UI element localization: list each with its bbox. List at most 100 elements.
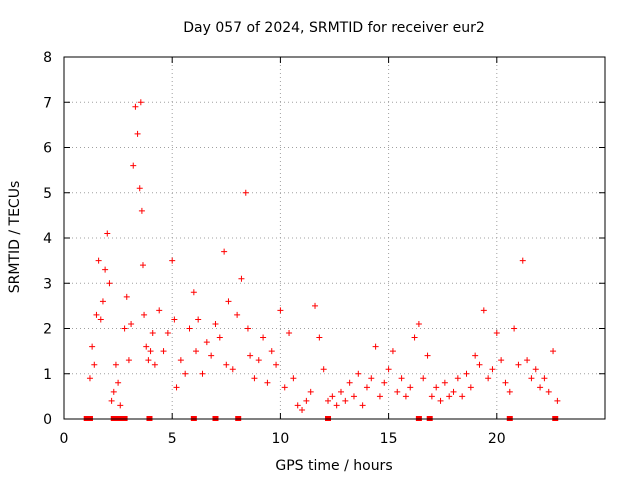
data-point bbox=[363, 384, 370, 391]
data-point bbox=[195, 316, 202, 323]
data-point bbox=[223, 361, 230, 368]
data-point bbox=[106, 280, 113, 287]
data-point bbox=[132, 103, 139, 110]
data-point bbox=[489, 366, 496, 373]
data-point bbox=[312, 302, 319, 309]
data-point bbox=[424, 352, 431, 359]
data-point bbox=[273, 361, 280, 368]
x-tick-label: 15 bbox=[380, 431, 398, 447]
data-point bbox=[476, 361, 483, 368]
data-point bbox=[472, 352, 479, 359]
y-tick-label: 2 bbox=[43, 322, 52, 338]
data-point bbox=[182, 370, 189, 377]
data-point bbox=[350, 393, 357, 400]
data-point bbox=[186, 325, 193, 332]
data-point bbox=[454, 375, 461, 382]
data-point bbox=[372, 343, 379, 350]
data-point bbox=[115, 379, 122, 386]
data-point bbox=[102, 266, 109, 273]
data-point bbox=[359, 402, 366, 409]
data-point bbox=[171, 316, 178, 323]
data-point bbox=[281, 384, 288, 391]
data-point bbox=[389, 348, 396, 355]
y-tick-label: 0 bbox=[43, 412, 52, 428]
data-point bbox=[441, 379, 448, 386]
data-point bbox=[463, 370, 470, 377]
data-point bbox=[238, 275, 245, 282]
data-point bbox=[95, 257, 102, 264]
data-point bbox=[290, 375, 297, 382]
data-point bbox=[528, 375, 535, 382]
data-point bbox=[537, 384, 544, 391]
data-point bbox=[128, 320, 135, 327]
data-point bbox=[480, 307, 487, 314]
data-point bbox=[225, 298, 232, 305]
data-point bbox=[247, 352, 254, 359]
data-point bbox=[446, 393, 453, 400]
data-point bbox=[108, 397, 115, 404]
data-point bbox=[498, 357, 505, 364]
data-point bbox=[459, 393, 466, 400]
data-point bbox=[485, 375, 492, 382]
y-tick-label: 8 bbox=[43, 50, 52, 66]
data-point bbox=[303, 397, 310, 404]
data-point bbox=[104, 230, 111, 237]
data-point bbox=[519, 257, 526, 264]
data-point bbox=[355, 370, 362, 377]
data-point bbox=[411, 334, 418, 341]
data-point bbox=[134, 130, 141, 137]
data-point bbox=[333, 402, 340, 409]
data-point bbox=[554, 397, 561, 404]
data-point bbox=[398, 375, 405, 382]
data-point bbox=[532, 366, 539, 373]
data-point bbox=[244, 325, 251, 332]
data-point bbox=[234, 311, 241, 318]
data-point bbox=[208, 352, 215, 359]
y-tick-label: 5 bbox=[43, 186, 52, 202]
data-point bbox=[325, 397, 332, 404]
data-point bbox=[216, 334, 223, 341]
data-point bbox=[493, 330, 500, 337]
data-point bbox=[420, 375, 427, 382]
data-point bbox=[329, 393, 336, 400]
data-point bbox=[173, 384, 180, 391]
data-point bbox=[242, 189, 249, 196]
x-tick-label: 20 bbox=[488, 431, 506, 447]
data-point bbox=[143, 343, 150, 350]
data-point bbox=[110, 388, 117, 395]
data-point bbox=[229, 366, 236, 373]
y-tick-label: 7 bbox=[43, 95, 52, 111]
y-tick-label: 4 bbox=[43, 231, 52, 247]
data-point bbox=[93, 311, 100, 318]
data-point bbox=[255, 357, 262, 364]
data-point bbox=[342, 397, 349, 404]
y-tick-label: 6 bbox=[43, 141, 52, 157]
data-point bbox=[541, 375, 548, 382]
data-point bbox=[145, 357, 152, 364]
data-point bbox=[506, 388, 513, 395]
data-point bbox=[402, 393, 409, 400]
data-point bbox=[190, 289, 197, 296]
data-point bbox=[193, 348, 200, 355]
data-point bbox=[169, 257, 176, 264]
data-point bbox=[286, 330, 293, 337]
data-point bbox=[164, 330, 171, 337]
data-point bbox=[221, 248, 228, 255]
data-point bbox=[147, 348, 154, 355]
y-tick-label: 3 bbox=[43, 276, 52, 292]
data-point bbox=[151, 361, 158, 368]
data-point bbox=[545, 388, 552, 395]
data-point bbox=[251, 375, 258, 382]
data-point bbox=[320, 366, 327, 373]
data-point bbox=[437, 397, 444, 404]
data-point bbox=[299, 406, 306, 413]
x-tick-label: 5 bbox=[168, 431, 177, 447]
data-point bbox=[550, 348, 557, 355]
data-point bbox=[394, 388, 401, 395]
data-point bbox=[428, 393, 435, 400]
data-point bbox=[385, 366, 392, 373]
data-point bbox=[450, 388, 457, 395]
chart-title: Day 057 of 2024, SRMTID for receiver eur… bbox=[183, 20, 485, 36]
data-point bbox=[307, 388, 314, 395]
